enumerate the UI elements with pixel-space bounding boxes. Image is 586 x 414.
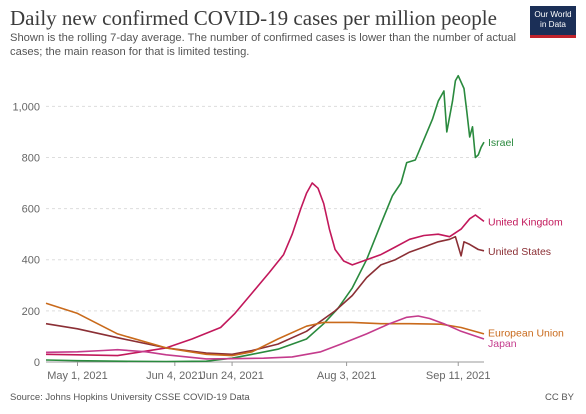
logo-line-1: Our World: [534, 10, 572, 19]
x-tick-label: Jun 4, 2021: [146, 370, 204, 382]
series-label-european-union: European Union: [488, 328, 564, 340]
y-tick-label: 0: [34, 357, 40, 369]
chart-title: Daily new confirmed COVID-19 cases per m…: [10, 6, 497, 30]
x-tick-label: Aug 3, 2021: [317, 370, 376, 382]
chart-subtitle: Shown is the rolling 7-day average. The …: [10, 32, 516, 58]
y-tick-label: 200: [22, 306, 40, 318]
series-label-japan: Japan: [488, 338, 517, 350]
logo-line-2: in Data: [540, 20, 566, 29]
series-label-united-kingdom: United Kingdom: [488, 216, 563, 228]
line-chart: 0 200 400 600 800 1,000 May 1, 2021 Jun 4, 2021…: [12, 74, 564, 382]
grid-layer: [46, 105, 484, 363]
source-note: Source: Johns Hopkins University CSSE CO…: [10, 392, 250, 403]
series-line-japan: [45, 315, 485, 360]
owid-logo[interactable]: Our World in Data: [530, 6, 576, 38]
y-tick-label: 400: [22, 255, 40, 267]
series-label-layer: Israel United Kingdom United States Europea…: [488, 137, 564, 350]
series-label-israel: Israel: [488, 137, 514, 149]
x-tick-label: May 1, 2021: [47, 370, 108, 382]
y-tick-label: 1,000: [12, 101, 40, 113]
series-line-european-union: [45, 302, 485, 357]
series-line-israel: [45, 74, 485, 363]
series-line-united-kingdom: [45, 182, 485, 357]
axis-layer: 0 200 400 600 800 1,000 May 1, 2021 Jun 4, 2021…: [12, 101, 490, 382]
series-line-united-states: [45, 235, 485, 356]
license-link[interactable]: CC BY: [544, 392, 574, 403]
x-tick-label: Sep 11, 2021: [426, 370, 491, 382]
y-tick-label: 600: [22, 204, 40, 216]
y-tick-label: 800: [22, 152, 40, 164]
x-tick-label: Jun 24, 2021: [200, 370, 264, 382]
series-label-united-states: United States: [488, 246, 551, 258]
series-layer: [45, 74, 485, 363]
